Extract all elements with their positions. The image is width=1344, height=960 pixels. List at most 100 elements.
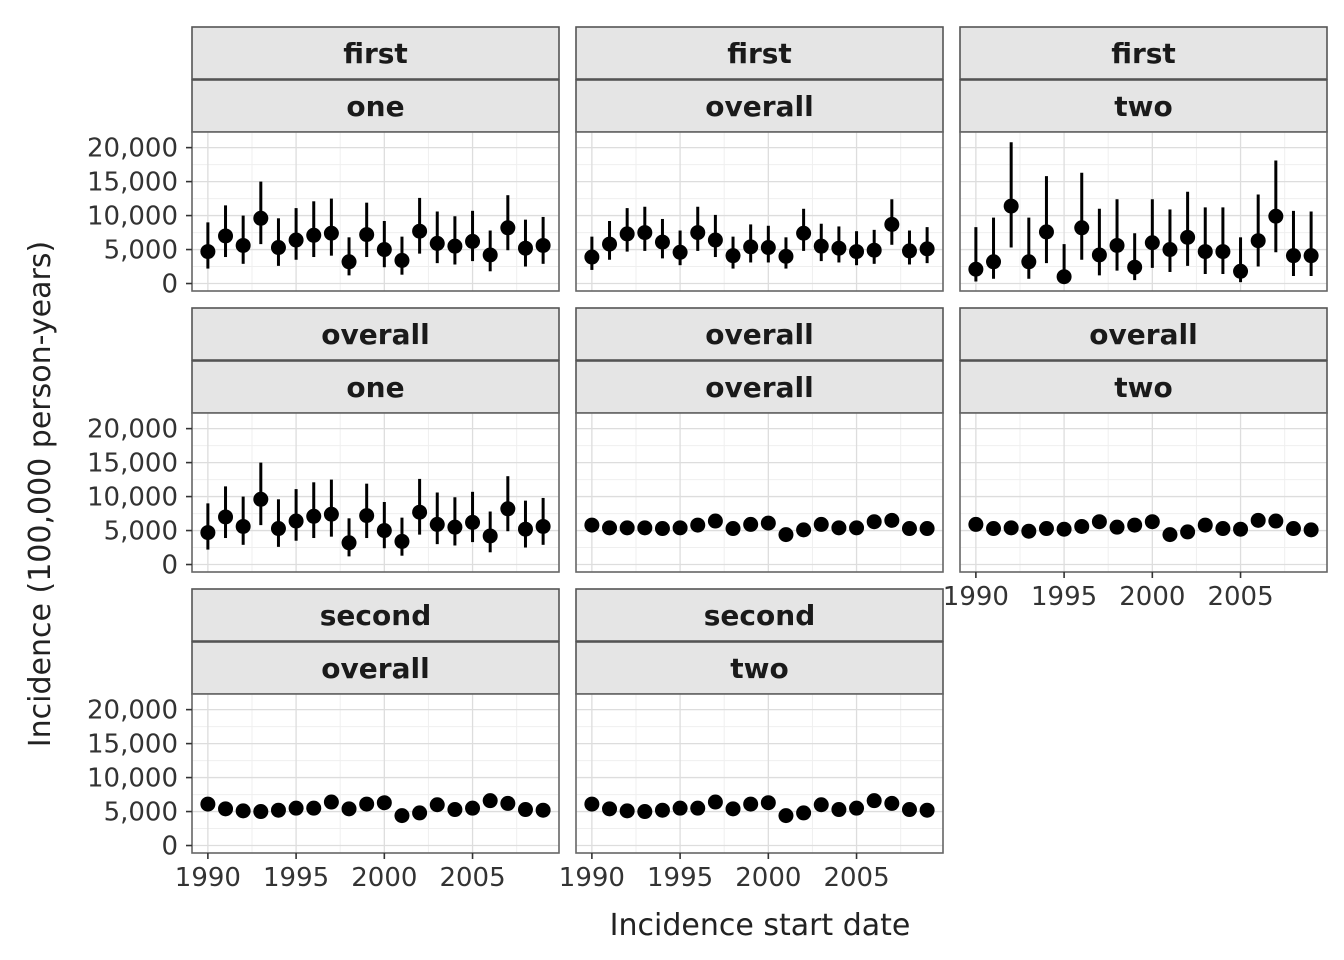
data-point — [270, 521, 286, 537]
data-point — [690, 517, 706, 533]
x-tick-label: 1995 — [1031, 582, 1097, 612]
data-point — [760, 240, 776, 256]
data-point — [619, 226, 635, 242]
data-point — [637, 225, 653, 241]
y-tick-label: 10,000 — [87, 202, 178, 232]
data-point — [270, 802, 286, 818]
facet-strip-bottom-box — [959, 360, 1328, 414]
data-point — [866, 242, 882, 258]
y-tick-label: 20,000 — [87, 134, 178, 164]
data-point — [1250, 512, 1266, 528]
data-point — [1180, 524, 1196, 540]
data-point — [919, 802, 935, 818]
plot-area — [960, 132, 1327, 291]
data-point — [517, 521, 533, 537]
facet-strip-bottom-box — [191, 360, 560, 414]
data-point — [200, 244, 216, 260]
panels-layer: first one 0 5,000 10,000 15,000 20,000 first ove… — [87, 26, 1328, 893]
panel-border — [959, 412, 1328, 573]
facet-strip-bottom-label: overall — [321, 652, 429, 685]
data-point — [866, 514, 882, 530]
data-point — [1197, 517, 1213, 533]
data-point — [1021, 523, 1037, 539]
data-point — [637, 804, 653, 820]
data-point — [884, 795, 900, 811]
data-point — [760, 795, 776, 811]
data-point — [831, 520, 847, 536]
data-point — [412, 504, 428, 520]
data-point — [1285, 248, 1301, 264]
data-point — [412, 223, 428, 239]
data-point — [535, 518, 551, 534]
x-tick-label: 1995 — [647, 863, 713, 893]
data-point — [690, 225, 706, 241]
data-point — [619, 803, 635, 819]
data-point — [1091, 247, 1107, 263]
data-point — [306, 227, 322, 243]
x-axis-title: Incidence start date — [610, 908, 911, 943]
data-point — [394, 252, 410, 268]
x-tick-label: 2005 — [439, 863, 505, 893]
facet-strip-bottom-label: overall — [705, 371, 813, 404]
facet-strip-top-box — [575, 588, 944, 642]
facet-strip-bottom-label: two — [730, 652, 789, 685]
data-point — [535, 802, 551, 818]
data-point — [831, 240, 847, 256]
data-point — [813, 797, 829, 813]
facet-panel: first two — [959, 26, 1328, 292]
y-tick-label: 5,000 — [104, 236, 178, 266]
data-point — [1303, 522, 1319, 538]
facet-strip-top-label: first — [1111, 37, 1176, 70]
y-tick-label: 0 — [161, 832, 178, 862]
data-point — [602, 236, 618, 252]
x-tick-label: 1995 — [263, 863, 329, 893]
y-tick-label: 20,000 — [87, 696, 178, 726]
data-point — [725, 521, 741, 537]
x-tick-label: 1990 — [175, 863, 241, 893]
data-point — [482, 247, 498, 263]
y-tick-label: 5,000 — [104, 517, 178, 547]
facet-strip-bottom-label: two — [1114, 90, 1173, 123]
data-point — [429, 516, 445, 532]
data-point — [253, 491, 269, 507]
y-axis-title: Incidence (100,000 person-years) — [23, 241, 58, 747]
data-point — [690, 800, 706, 816]
y-tick-label: 10,000 — [87, 483, 178, 513]
data-point — [253, 210, 269, 226]
facet-strip-top-label: overall — [705, 318, 813, 351]
data-point — [218, 801, 234, 817]
data-point — [813, 238, 829, 254]
data-point — [602, 801, 618, 817]
data-point — [1144, 235, 1160, 251]
data-point — [270, 240, 286, 256]
data-point — [654, 521, 670, 537]
facet-strip-top-label: first — [727, 37, 792, 70]
panel-border — [191, 412, 560, 573]
data-point — [986, 521, 1002, 537]
x-tick-label: 2000 — [1119, 582, 1185, 612]
panel-border — [959, 131, 1328, 292]
x-tick-label: 2005 — [823, 863, 889, 893]
panel-border — [575, 131, 944, 292]
facet-strip-bottom-box — [191, 79, 560, 133]
data-point — [1109, 519, 1125, 535]
facet-panel: second two 1990 1995 2000 2005 — [559, 588, 944, 893]
data-point — [500, 220, 516, 236]
facet-strip-top-box — [575, 307, 944, 361]
plot-area — [576, 413, 943, 572]
data-point — [1268, 208, 1284, 224]
data-point — [901, 521, 917, 537]
data-point — [1091, 514, 1107, 530]
data-point — [500, 795, 516, 811]
facet-strip-top-box — [191, 307, 560, 361]
panel-border — [575, 412, 944, 573]
data-point — [323, 225, 339, 241]
data-point — [901, 802, 917, 818]
facet-strip-bottom-label: one — [346, 90, 404, 123]
data-point — [584, 517, 600, 533]
data-point — [654, 802, 670, 818]
data-point — [866, 793, 882, 809]
data-point — [1003, 520, 1019, 536]
facet-strip-bottom-box — [191, 641, 560, 695]
